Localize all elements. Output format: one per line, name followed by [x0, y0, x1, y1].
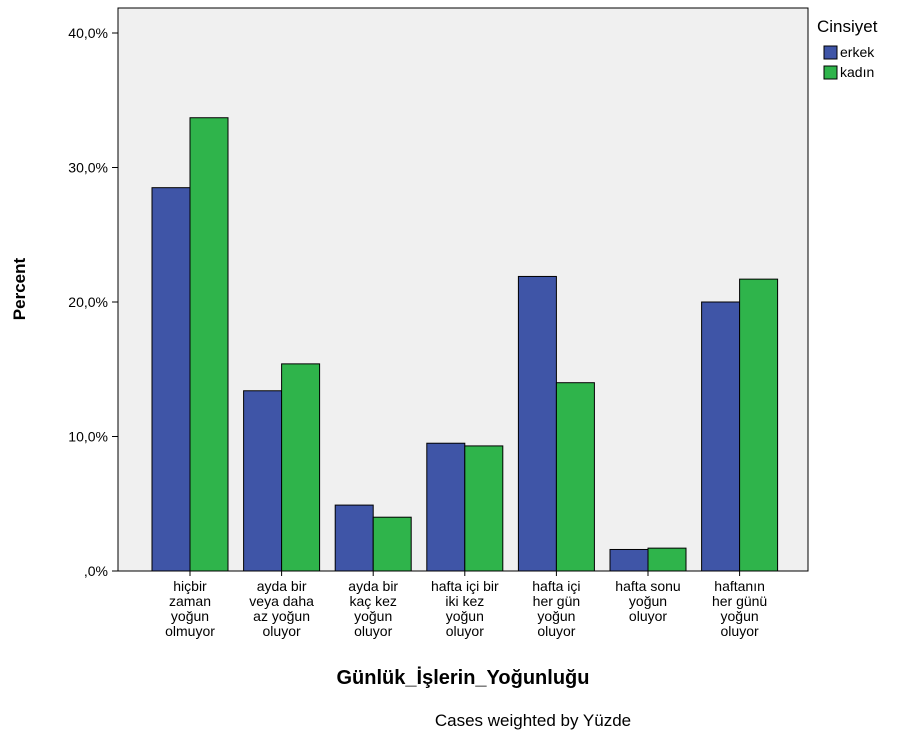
x-tick-label: hafta içi her gün yoğun oluyor	[532, 578, 580, 639]
bar-erkek	[517, 275, 557, 572]
x-tick-label: haftanın her günü yoğun oluyor	[712, 578, 767, 639]
footnote: Cases weighted by Yüzde	[435, 711, 631, 730]
x-tick-label: ayda bir veya daha az yoğun oluyor	[249, 578, 314, 639]
bar-erkek	[701, 301, 741, 572]
x-tick-label: hiçbir zaman yoğun olmuyor	[165, 578, 215, 639]
bar-erkek	[334, 504, 374, 572]
y-tick-label: ,0%	[84, 563, 108, 579]
y-tick-label: 30,0%	[68, 160, 108, 176]
legend-label-kadin: kadın	[840, 64, 874, 80]
y-tick-label: 40,0%	[68, 25, 108, 41]
bar-erkek	[609, 548, 649, 572]
x-axis-labels: hiçbir zaman yoğun olmuyor ayda bir veya daha…	[165, 571, 767, 639]
bars-group	[151, 117, 779, 572]
legend-swatch-erkek	[823, 45, 838, 60]
bar-kadın	[464, 445, 504, 572]
bar-kadın	[372, 516, 412, 572]
bar-erkek	[243, 390, 283, 572]
y-tick-label: 10,0%	[68, 429, 108, 445]
legend-title: Cinsiyet	[817, 17, 878, 36]
bar-kadın	[647, 547, 687, 572]
x-tick-label: hafta sonu yoğun oluyor	[615, 578, 680, 624]
x-tick-label: hafta içi bir iki kez yoğun oluyor	[431, 578, 499, 639]
bar-kadın	[555, 382, 595, 572]
bar-kadın	[189, 117, 229, 572]
x-tick-label: ayda bir kaç kez yoğun oluyor	[348, 578, 398, 639]
legend-label-erkek: erkek	[840, 44, 875, 60]
y-axis-title: Percent	[10, 257, 29, 320]
x-axis-title: Günlük_İşlerin_Yoğunluğu	[337, 666, 590, 689]
bar-kadın	[281, 363, 321, 572]
bar-erkek	[426, 442, 466, 572]
bar-kadın	[739, 278, 779, 572]
y-tick-label: 20,0%	[68, 294, 108, 310]
y-axis: ,0% 10,0% 20,0% 30,0% 40,0%	[68, 8, 119, 579]
bar-erkek	[151, 187, 191, 572]
legend-swatch-kadin	[823, 65, 838, 80]
